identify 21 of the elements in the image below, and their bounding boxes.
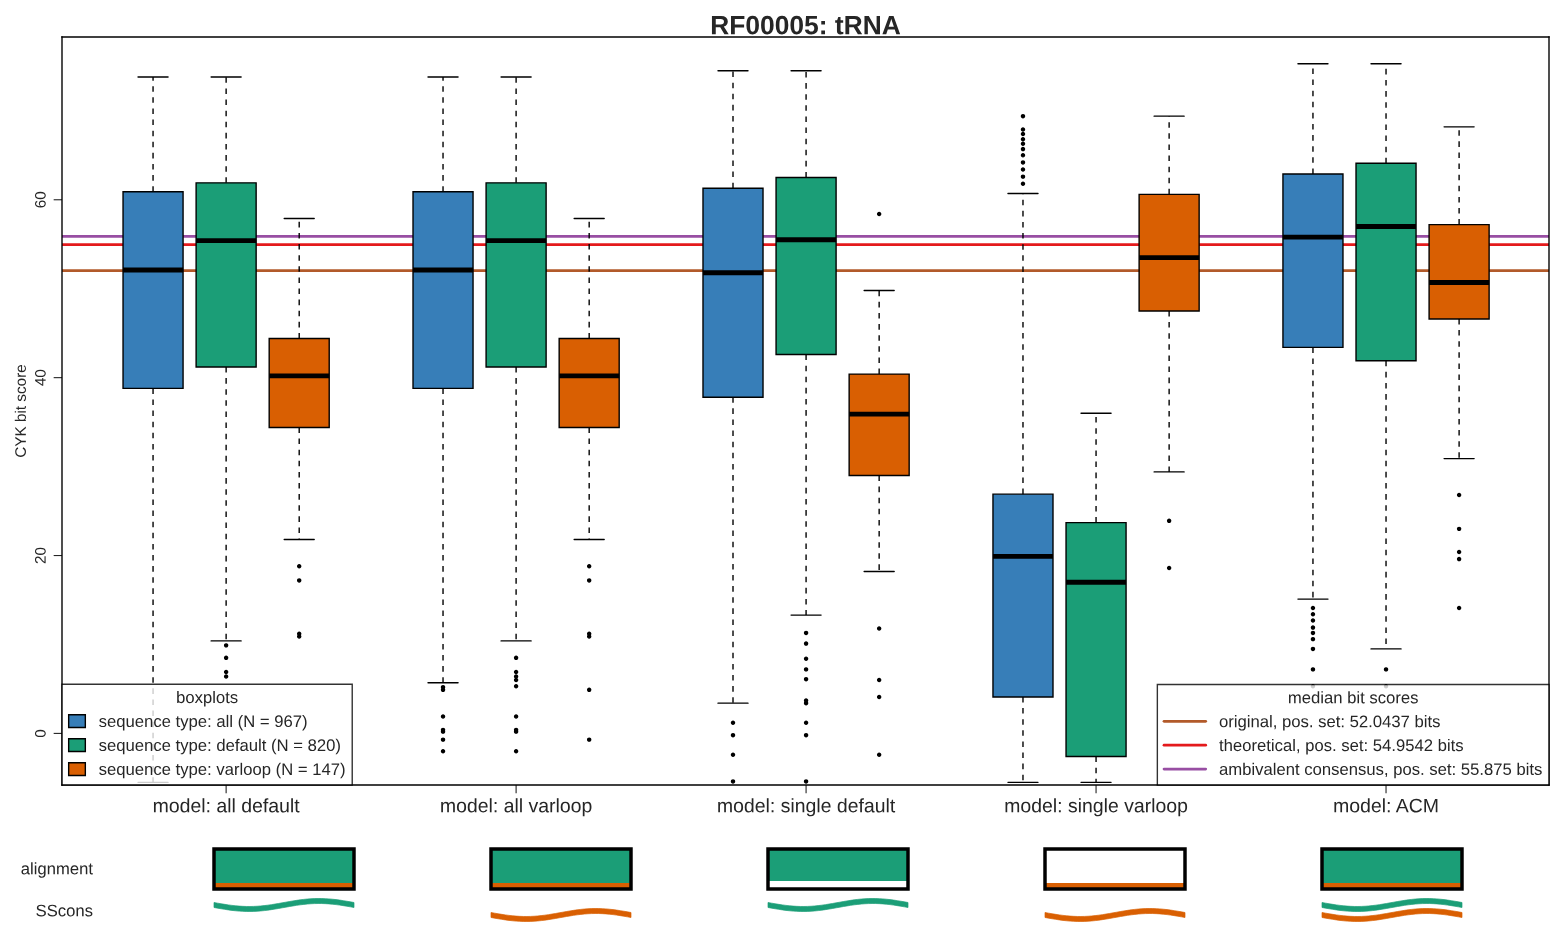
text: SScons (36, 904, 93, 917)
x-tick-label: model: ACM (1334, 798, 1438, 813)
x-tick-label: model: single default (718, 798, 896, 817)
x-tick-label: model: single varloop (1005, 798, 1188, 817)
legend-label: theoretical, pos. set: 54.9542 bits (1219, 738, 1464, 755)
legend-label: ambivalent consensus, pos. set: 55.875 bits (1219, 762, 1542, 779)
y-tick-label: 0 (34, 729, 46, 738)
legend-label: original, pos. set: 52.0437 bits (1219, 715, 1440, 731)
y-tick-label: 40 (34, 369, 46, 386)
y-axis-title: CYK bit score (14, 364, 26, 457)
legend-title: boxplots (177, 690, 238, 707)
legend-label: sequence type: varloop (N = 147) (99, 762, 345, 779)
chart-title: RF00005: tRNA (711, 15, 901, 35)
y-tick-label: 20 (34, 547, 46, 564)
annotation: median bit scores (1288, 691, 1418, 704)
x-tick-label: model: all varloop (441, 798, 592, 817)
text: alignment (21, 862, 93, 878)
y-tick-label: 60 (34, 191, 46, 208)
x-tick-label: model: all default (153, 798, 300, 813)
legend-label: sequence type: all (N = 967) (99, 714, 307, 731)
legend-label: sequence type: default (N = 820) (99, 738, 340, 755)
